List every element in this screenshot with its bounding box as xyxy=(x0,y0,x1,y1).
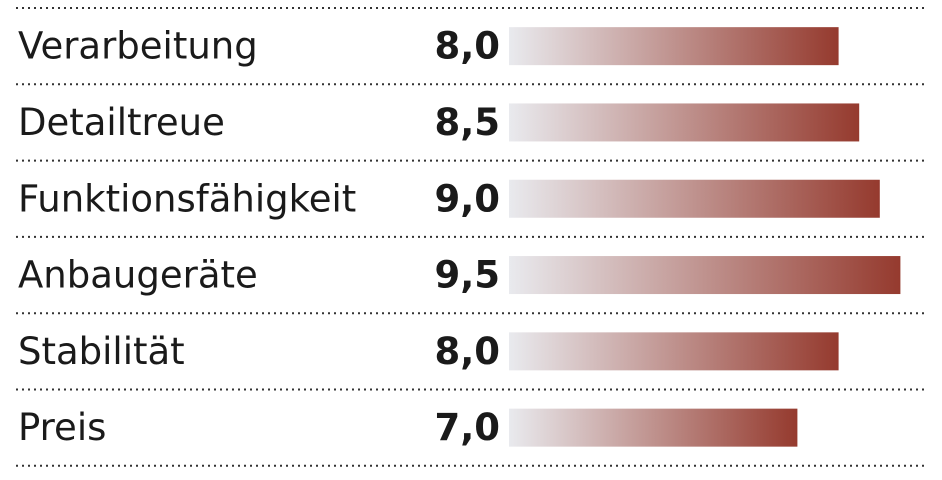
bar xyxy=(509,179,880,218)
value-label: 8,0 xyxy=(434,330,500,373)
bar xyxy=(509,408,798,447)
value-label: 7,0 xyxy=(434,406,500,449)
bar xyxy=(509,332,839,371)
category-label: Anbaugeräte xyxy=(18,254,258,297)
category-label: Detailtreue xyxy=(18,101,225,144)
value-label: 9,5 xyxy=(434,254,500,297)
category-label: Preis xyxy=(18,406,106,449)
bar xyxy=(509,103,860,142)
bar xyxy=(509,27,839,66)
category-label: Verarbeitung xyxy=(18,25,258,68)
value-label: 8,5 xyxy=(434,101,500,144)
value-label: 8,0 xyxy=(434,25,500,68)
bar xyxy=(509,256,901,295)
category-label: Funktionsfähigkeit xyxy=(18,177,356,220)
value-label: 9,0 xyxy=(434,177,500,220)
category-label: Stabilität xyxy=(18,330,185,373)
